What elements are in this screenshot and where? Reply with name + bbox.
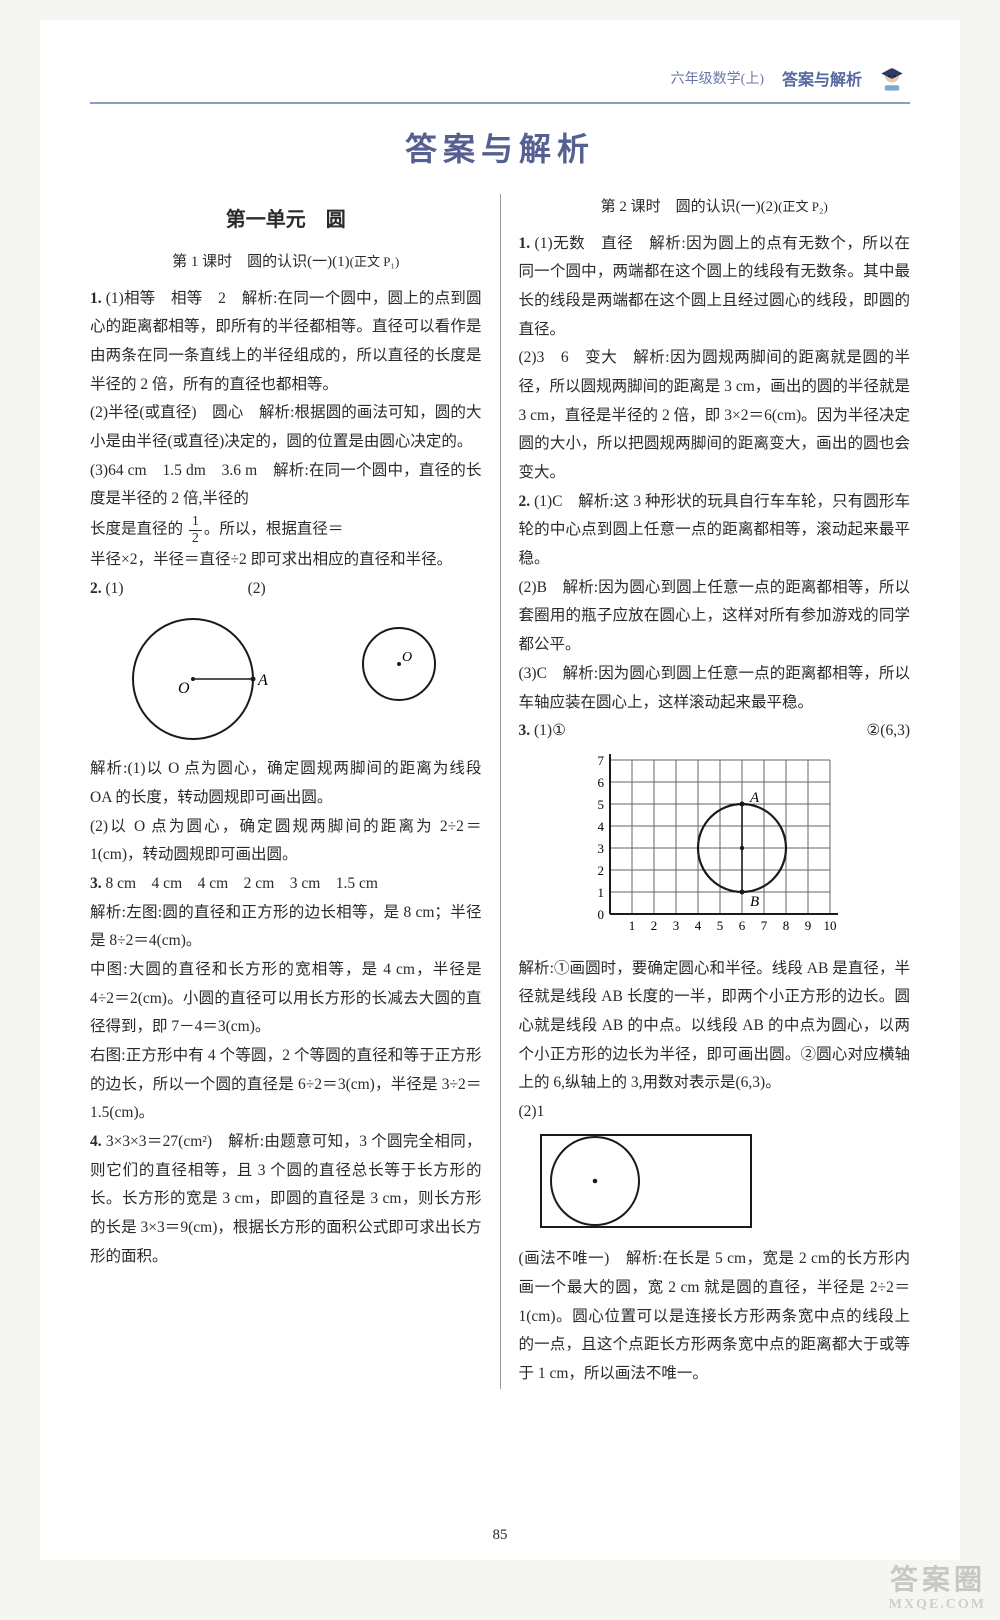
right-column: 第 2 课时 圆的认识(一)(2)(正文 P₂) 1. (1)无数 直径 解析:… — [519, 194, 911, 1389]
svg-text:B: B — [750, 894, 759, 910]
watermark-main: 答案圈 — [890, 1565, 986, 1596]
l-q1-2: (2)半径(或直径) 圆心 解析:根据圆的画法可知，圆的大小是由半径(或直径)决… — [90, 399, 482, 456]
svg-text:5: 5 — [598, 797, 605, 812]
l-q4: 4. 3×3×3＝27(cm²) 解析:由题意可知，3 个圆完全相同，则它们的直… — [90, 1128, 482, 1271]
qnum: 3. — [519, 722, 535, 739]
scholar-icon — [874, 60, 910, 96]
lesson2-note: (正文 P₂) — [778, 199, 828, 214]
page-header: 六年级数学(上) 答案与解析 — [90, 60, 910, 104]
l-q3-c: 中图:大圆的直径和长方形的宽相等，是 4 cm，半径是 4÷2＝2(cm)。小圆… — [90, 956, 482, 1042]
r-q1-1: 1. (1)无数 直径 解析:因为圆上的点有无数个，所以在同一个圆中，两端都在这… — [519, 230, 911, 345]
lesson1-title: 第 1 课时 圆的认识(一)(1)(正文 P₁) — [90, 249, 482, 277]
svg-text:6: 6 — [598, 775, 605, 790]
l-q3-b: 解析:左图:圆的直径和正方形的边长相等，是 8 cm；半径是 8÷2＝4(cm)… — [90, 899, 482, 956]
svg-text:8: 8 — [783, 918, 790, 933]
svg-text:2: 2 — [651, 918, 658, 933]
r-q3-exp: 解析:①画圆时，要确定圆心和半径。线段 AB 是直径，半径就是线段 AB 长度的… — [519, 955, 911, 1098]
circle-small-svg: O — [344, 609, 454, 749]
left-column: 第一单元 圆 第 1 课时 圆的认识(一)(1)(正文 P₁) 1. (1)相等… — [90, 194, 482, 1389]
r-q2-1: 2. (1)C 解析:这 3 种形状的玩具自行车车轮，只有圆形车轮的中心点到圆上… — [519, 488, 911, 574]
page-number: 85 — [40, 1527, 960, 1544]
svg-text:10: 10 — [824, 918, 837, 933]
svg-text:7: 7 — [598, 753, 605, 768]
svg-text:A: A — [749, 790, 760, 806]
qnum: 2. — [90, 580, 106, 597]
qnum: 1. — [90, 290, 106, 307]
qnum: 1. — [519, 235, 535, 252]
svg-text:9: 9 — [805, 918, 812, 933]
qnum: 2. — [519, 493, 535, 510]
svg-text:4: 4 — [695, 918, 702, 933]
l-q3-a: 3. 8 cm 4 cm 4 cm 2 cm 3 cm 1.5 cm — [90, 870, 482, 899]
l-q2-exp1: 解析:(1)以 O 点为圆心，确定圆规两脚间的距离为线段 OA 的长度，转动圆规… — [90, 755, 482, 812]
l-q1-1: 1. (1)相等 相等 2 解析:在同一个圆中，圆上的点到圆心的距离都相等，即所… — [90, 285, 482, 400]
svg-text:O: O — [178, 680, 190, 697]
svg-text:3: 3 — [598, 841, 605, 856]
r-q2-2: (2)B 解析:因为圆心到圆上任意一点的距离都相等，所以套圈用的瓶子应放在圆心上… — [519, 574, 911, 660]
grid-figure: A B 765 432 10 123 456 789 — [519, 750, 911, 951]
svg-text:A: A — [257, 672, 268, 689]
page: 六年级数学(上) 答案与解析 答案与解析 第一单元 圆 第 1 课时 圆的认识(… — [40, 20, 960, 1560]
svg-text:5: 5 — [717, 918, 724, 933]
svg-text:4: 4 — [598, 819, 605, 834]
fraction-half: 12 — [189, 514, 202, 546]
l-q1-3b: 长度是直径的 12。所以，根据直径＝ — [90, 514, 482, 546]
grid-svg: A B 765 432 10 123 456 789 — [584, 750, 844, 940]
figure-circles: O A O — [90, 609, 482, 749]
circle-large-svg: O A — [118, 609, 288, 749]
r-q2-3: (3)C 解析:因为圆心到圆上任意一点的距离都相等，所以车轴应装在圆心上，这样滚… — [519, 660, 911, 717]
svg-text:7: 7 — [761, 918, 768, 933]
r-q3-head: 3. (1)① ②(6,3) — [519, 717, 911, 746]
l-q3-d: 右图:正方形中有 4 个等圆，2 个等圆的直径和等于正方形的边长，所以一个圆的直… — [90, 1042, 482, 1128]
lesson2-title: 第 2 课时 圆的认识(一)(2)(正文 P₂) — [519, 194, 911, 222]
svg-text:O: O — [402, 650, 412, 665]
l-q2-exp2: (2)以 O 点为圆心，确定圆规两脚间的距离为 2÷2＝1(cm)，转动圆规即可… — [90, 813, 482, 870]
lesson1-text: 第 1 课时 圆的认识(一)(1) — [172, 254, 349, 270]
header-label: 答案与解析 — [782, 66, 862, 90]
qnum: 4. — [90, 1133, 106, 1150]
column-divider — [500, 194, 501, 1389]
r-q3-2-exp: (画法不唯一) 解析:在长是 5 cm，宽是 2 cm的长方形内画一个最大的圆，… — [519, 1245, 911, 1388]
rect-figure — [537, 1131, 911, 1242]
header-grade: 六年级数学(上) — [671, 68, 764, 88]
watermark-sub: MXQE.COM — [889, 1597, 986, 1612]
svg-text:2: 2 — [598, 863, 605, 878]
qnum: 3. — [90, 875, 106, 892]
watermark: 答案圈 MXQE.COM — [889, 1566, 986, 1612]
main-title: 答案与解析 — [90, 124, 910, 170]
svg-text:1: 1 — [629, 918, 636, 933]
svg-text:3: 3 — [673, 918, 680, 933]
l-q1-3d: 半径×2，半径＝直径÷2 即可求出相应的直径和半径。 — [90, 546, 482, 575]
unit-title: 第一单元 圆 — [90, 202, 482, 239]
lesson1-note: (正文 P₁) — [350, 254, 400, 269]
lesson2-text: 第 2 课时 圆的认识(一)(2) — [601, 199, 778, 215]
l-q2-head: 2. (1) (2) — [90, 575, 482, 604]
r-q1-2: (2)3 6 变大 解析:因为圆规两脚间的距离就是圆的半径，所以圆规两脚间的距离… — [519, 344, 911, 487]
svg-text:0: 0 — [598, 907, 605, 922]
content-columns: 第一单元 圆 第 1 课时 圆的认识(一)(1)(正文 P₁) 1. (1)相等… — [90, 194, 910, 1389]
svg-text:1: 1 — [598, 885, 605, 900]
r-q3-2-head: (2)1 — [519, 1098, 911, 1127]
r-q3-coord: ②(6,3) — [866, 717, 910, 746]
rect-svg — [537, 1131, 757, 1231]
l-q1-3: (3)64 cm 1.5 dm 3.6 m 解析:在同一个圆中，直径的长度是半径… — [90, 457, 482, 514]
svg-text:6: 6 — [739, 918, 746, 933]
